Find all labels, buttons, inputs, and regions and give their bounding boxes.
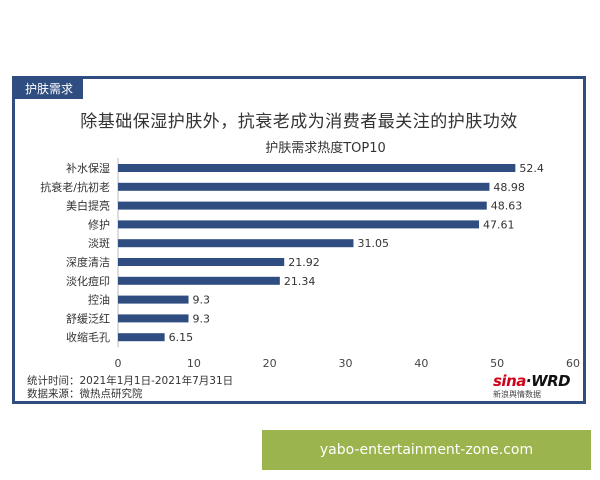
category-label-8: 舒缓泛红 — [66, 311, 110, 325]
bar-5 — [118, 258, 285, 266]
bar-9 — [118, 333, 165, 342]
bar-8 — [118, 314, 189, 323]
headline: 除基础保湿护肤外，抗衰老成为消费者最关注的护肤功效 — [80, 112, 518, 132]
x-tick-6: 60 — [566, 357, 580, 370]
x-tick-3: 30 — [339, 357, 353, 370]
bar-0 — [118, 164, 516, 172]
value-label-2: 48.63 — [491, 200, 522, 213]
watermark-banner: yabo-entertainment-zone.com — [262, 430, 591, 470]
chart-title: 护肤需求热度TOP10 — [265, 140, 386, 156]
value-label-4: 31.05 — [357, 237, 389, 250]
stat-period: 统计时间：2021年1月1日-2021年7月31日 — [27, 375, 234, 387]
x-tick-1: 10 — [187, 357, 201, 370]
bar-1 — [118, 182, 490, 191]
value-label-6: 21.34 — [284, 275, 316, 288]
bar-7 — [118, 295, 189, 304]
category-label-7: 控油 — [88, 293, 110, 307]
category-label-5: 深度清洁 — [66, 255, 110, 269]
x-tick-4: 40 — [414, 357, 428, 370]
x-tick-2: 20 — [263, 357, 277, 370]
bar-3 — [118, 220, 480, 229]
value-label-0: 52.4 — [519, 162, 544, 175]
x-tick-0: 0 — [115, 357, 122, 370]
value-label-9: 6.15 — [169, 331, 194, 344]
category-tag: 护肤需求 — [15, 79, 84, 99]
x-tick-5: 50 — [490, 357, 504, 370]
value-label-7: 9.3 — [193, 294, 211, 307]
value-label-5: 21.92 — [288, 256, 320, 269]
category-label-0: 补水保湿 — [66, 161, 110, 175]
value-label-3: 47.61 — [483, 218, 514, 231]
category-label-1: 抗衰老/抗初老 — [40, 180, 110, 194]
data-source: 数据来源：微热点研究院 — [27, 388, 143, 400]
bar-6 — [118, 276, 280, 285]
value-label-8: 9.3 — [193, 312, 211, 325]
value-label-1: 48.98 — [493, 181, 524, 194]
chart-card: 护肤需求 除基础保湿护肤外，抗衰老成为消费者最关注的护肤功效 护肤需求热度TOP… — [12, 76, 586, 404]
category-label-9: 收缩毛孔 — [66, 330, 110, 344]
category-label-6: 淡化痘印 — [66, 274, 110, 288]
category-label-4: 淡斑 — [88, 237, 110, 250]
bar-chart: 护肤需求热度TOP10 补水保湿 52.4 抗衰老/抗初老 48.98 美白提亮 48.63… — [40, 140, 580, 370]
sina-wrd-logo: sina·WRD 新浪舆情数据 — [493, 372, 571, 399]
bar-4 — [118, 239, 354, 248]
bar-2 — [118, 201, 487, 210]
category-label-3: 修护 — [88, 217, 110, 231]
category-label-2: 美白提亮 — [66, 199, 110, 213]
source-footer: 统计时间：2021年1月1日-2021年7月31日 数据来源：微热点研究院 — [27, 375, 233, 401]
